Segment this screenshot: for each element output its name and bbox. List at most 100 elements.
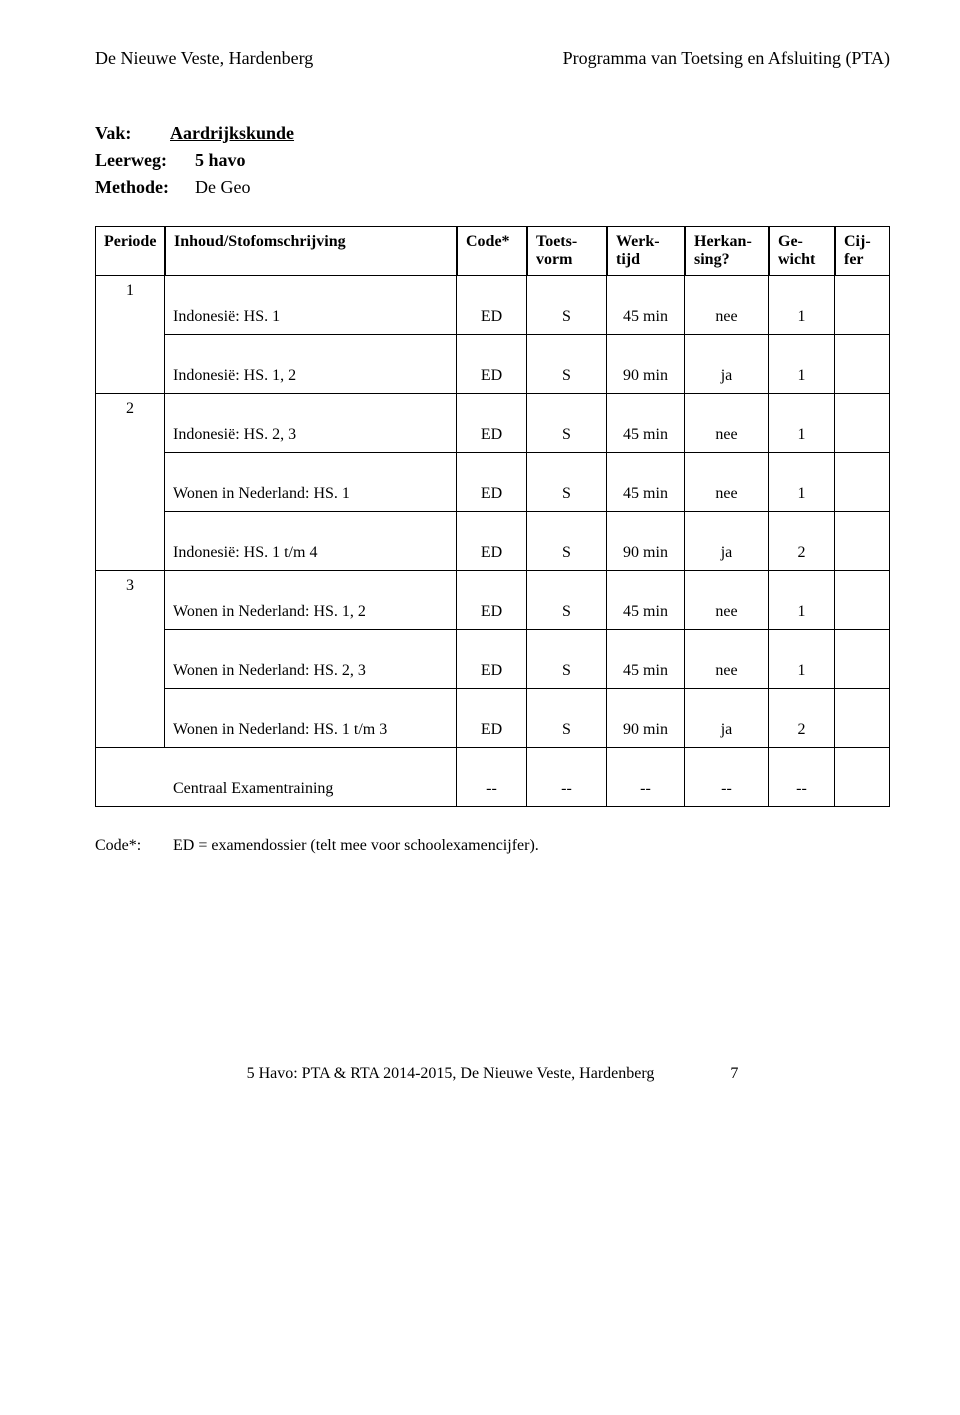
table-group: 3Wonen in Nederland: HS. 1, 2EDS45 minne… [95,571,890,748]
stof-cell: Indonesië: HS. 1, 2 [165,335,457,394]
herkansing-cell: ja [685,335,769,394]
stof-cell: Wonen in Nederland: HS. 1 [165,453,457,512]
group-rows: Indonesië: HS. 2, 3EDS45 minnee1Wonen in… [165,394,890,571]
werktijd-cell: 45 min [607,571,685,630]
stof-cell: Indonesië: HS. 2, 3 [165,394,457,453]
cijfer-cell [835,453,890,512]
group-rows: Indonesië: HS. 1EDS45 minnee1Indonesië: … [165,276,890,394]
toets-cell: S [527,335,607,394]
cijfer-cell [835,335,890,394]
table-group: 2Indonesië: HS. 2, 3EDS45 minnee1Wonen i… [95,394,890,571]
herkansing-cell: ja [685,512,769,571]
toets-cell: S [527,689,607,748]
werktijd-cell: 45 min [607,630,685,689]
page-header: De Nieuwe Veste, Hardenberg Programma va… [95,48,890,69]
herkansing-cell: ja [685,689,769,748]
werktijd-cell: 90 min [607,689,685,748]
toets-cell: S [527,453,607,512]
table-row: Indonesië: HS. 1, 2EDS90 minja1 [165,335,890,394]
cijfer-cell [835,630,890,689]
cijfer-cell [835,689,890,748]
table-row: Indonesië: HS. 2, 3EDS45 minnee1 [165,394,890,453]
werktijd-cell: 45 min [607,276,685,335]
meta-block: Vak: Aardrijkskunde Leerweg: 5 havo Meth… [95,123,890,198]
header-left: De Nieuwe Veste, Hardenberg [95,48,313,69]
herkansing-cell: nee [685,394,769,453]
table-group: Centraal Examentraining---------- [95,748,890,807]
code-cell: ED [457,453,527,512]
codestar-label: Code*: [95,837,173,855]
vak-value: Aardrijkskunde [170,123,294,144]
cijfer-cell [835,748,890,807]
cijfer-cell [835,571,890,630]
vak-label: Vak: [95,123,170,144]
code-cell: ED [457,512,527,571]
periode-cell: 2 [95,394,165,571]
leerweg-value: 5 havo [195,150,246,171]
stof-cell: Indonesië: HS. 1 t/m 4 [165,512,457,571]
group-rows: Centraal Examentraining---------- [165,748,890,807]
footer-text: 5 Havo: PTA & RTA 2014-2015, De Nieuwe V… [247,1065,655,1083]
toets-cell: -- [527,748,607,807]
table-row: Indonesië: HS. 1 t/m 4EDS90 minja2 [165,512,890,571]
col-stof: Inhoud/Stofomschrijving [165,226,457,276]
werktijd-cell: 45 min [607,453,685,512]
methode-label: Methode: [95,177,195,198]
toets-cell: S [527,571,607,630]
table-body: 1Indonesië: HS. 1EDS45 minnee1Indonesië:… [95,276,890,807]
gewicht-cell: -- [769,748,835,807]
herkansing-cell: nee [685,571,769,630]
gewicht-cell: 1 [769,630,835,689]
toets-cell: S [527,394,607,453]
table-header-row: Periode Inhoud/Stofomschrijving Code* To… [95,226,890,276]
table-row: Wonen in Nederland: HS. 2, 3EDS45 minnee… [165,630,890,689]
gewicht-cell: 2 [769,512,835,571]
col-periode: Periode [95,226,165,276]
codestar-block: Code*: ED = examendossier (telt mee voor… [95,837,890,855]
code-cell: ED [457,571,527,630]
table-group: 1Indonesië: HS. 1EDS45 minnee1Indonesië:… [95,276,890,394]
gewicht-cell: 1 [769,571,835,630]
footer-page-number: 7 [730,1065,738,1083]
codestar-text: ED = examendossier (telt mee voor school… [173,837,539,855]
periode-cell: 3 [95,571,165,748]
methode-value: De Geo [195,177,250,198]
toets-cell: S [527,276,607,335]
cijfer-cell [835,512,890,571]
toets-cell: S [527,512,607,571]
table-row: Wonen in Nederland: HS. 1EDS45 minnee1 [165,453,890,512]
col-code: Code* [457,226,527,276]
stof-cell: Wonen in Nederland: HS. 2, 3 [165,630,457,689]
gewicht-cell: 1 [769,394,835,453]
gewicht-cell: 1 [769,335,835,394]
code-cell: ED [457,630,527,689]
stof-cell: Wonen in Nederland: HS. 1 t/m 3 [165,689,457,748]
werktijd-cell: 90 min [607,512,685,571]
group-rows: Wonen in Nederland: HS. 1, 2EDS45 minnee… [165,571,890,748]
gewicht-cell: 1 [769,276,835,335]
col-gewicht: Ge-wicht [769,226,835,276]
table-row: Wonen in Nederland: HS. 1 t/m 3EDS90 min… [165,689,890,748]
table-row: Wonen in Nederland: HS. 1, 2EDS45 minnee… [165,571,890,630]
periode-cell: 1 [95,276,165,394]
col-toetsvorm: Toets-vorm [527,226,607,276]
herkansing-cell: nee [685,276,769,335]
werktijd-cell: 90 min [607,335,685,394]
werktijd-cell: 45 min [607,394,685,453]
stof-cell: Centraal Examentraining [165,748,457,807]
leerweg-label: Leerweg: [95,150,195,171]
herkansing-cell: nee [685,630,769,689]
code-cell: ED [457,276,527,335]
page-footer: 5 Havo: PTA & RTA 2014-2015, De Nieuwe V… [95,1065,890,1083]
werktijd-cell: -- [607,748,685,807]
code-cell: ED [457,689,527,748]
cijfer-cell [835,394,890,453]
gewicht-cell: 1 [769,453,835,512]
cijfer-cell [835,276,890,335]
col-werktijd: Werk-tijd [607,226,685,276]
table-row: Indonesië: HS. 1EDS45 minnee1 [165,276,890,335]
stof-cell: Indonesië: HS. 1 [165,276,457,335]
code-cell: -- [457,748,527,807]
gewicht-cell: 2 [769,689,835,748]
col-cijfer: Cij-fer [835,226,890,276]
